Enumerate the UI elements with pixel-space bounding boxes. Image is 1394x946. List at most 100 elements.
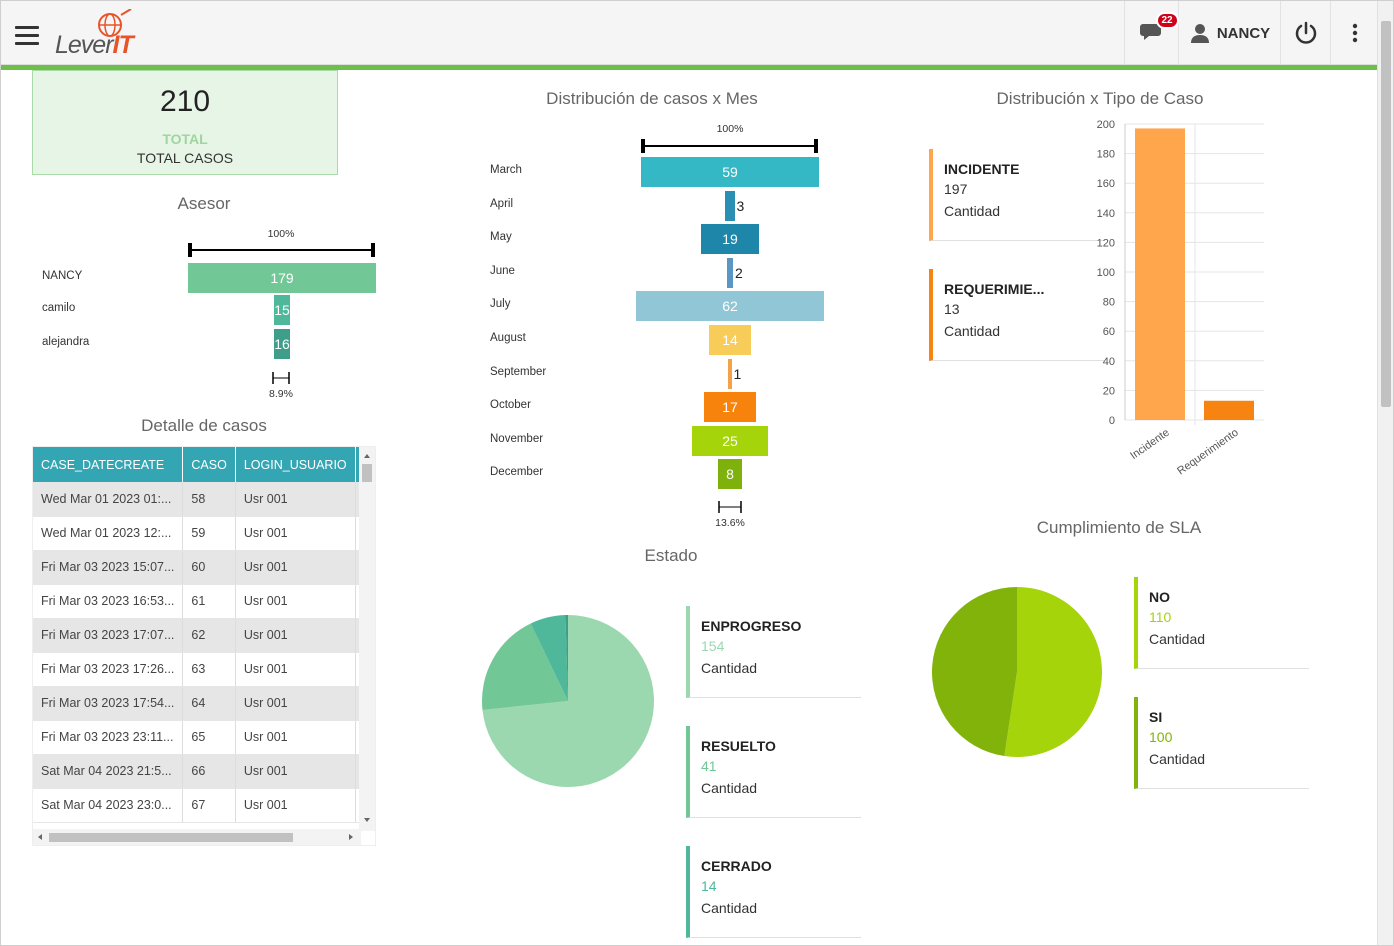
asesor-funnel-bar[interactable]: 179 — [188, 263, 376, 293]
mes-category-label: December — [490, 466, 544, 479]
kpi-value: 210 — [159, 85, 211, 118]
table-column-header[interactable]: CASE_DATECREATE — [33, 447, 184, 482]
legend-unit: Cantidad — [1149, 631, 1206, 647]
tipo-legend-item[interactable]: REQUERIMIE... 13 Cantidad — [929, 269, 1104, 361]
mes-funnel-bar[interactable]: 2 — [726, 257, 743, 288]
pie-slice-resuelto[interactable] — [482, 623, 568, 710]
asesor-bar-value: 179 — [270, 270, 294, 286]
hamburger-menu-icon[interactable] — [15, 26, 39, 46]
legend-value: 100 — [1149, 729, 1173, 745]
logout-button[interactable] — [1280, 1, 1330, 65]
mes-funnel-bar[interactable]: 3 — [725, 190, 744, 221]
kpi-label: TOTAL — [162, 131, 208, 147]
mes-category-label: June — [490, 264, 515, 277]
legend-name: SI — [1149, 709, 1163, 725]
pie-slice-enprogreso[interactable] — [482, 615, 654, 787]
legend-unit: Cantidad — [701, 660, 758, 676]
mes-funnel-bar[interactable]: 62 — [636, 291, 824, 322]
mes-funnel-bar[interactable]: 17 — [704, 392, 756, 423]
estado-legend-item[interactable]: CERRADO 14 Cantidad — [686, 846, 861, 938]
estado-title: Estado — [644, 546, 698, 565]
page-scrollbar[interactable] — [1377, 1, 1393, 945]
mes-category-label: May — [490, 231, 512, 244]
mes-bar-value: 14 — [722, 332, 738, 348]
mes-bar-value: 17 — [722, 399, 738, 416]
sla-pie-chart — [932, 587, 1102, 757]
legend-value: 13 — [944, 301, 960, 317]
mes-category-label: July — [490, 298, 511, 311]
table-cell: 58 — [182, 482, 236, 517]
pie-slice-si[interactable] — [932, 587, 1017, 757]
table-cell: Usr 001 — [235, 482, 356, 517]
mes-funnel-bar[interactable]: 8 — [717, 459, 743, 490]
mes-category-label: August — [490, 332, 526, 344]
top-bar: LeverIT 22 NANCY — [1, 1, 1378, 65]
mes-funnel-bar[interactable]: 19 — [701, 224, 759, 255]
mes-funnel-bar[interactable]: 59 — [640, 157, 820, 187]
table-cell: Usr 001 — [235, 550, 356, 585]
logo-accent: IT — [112, 31, 134, 59]
asesor-funnel-bar[interactable]: 16 — [273, 329, 291, 359]
tipo-legend-item[interactable]: INCIDENTE 197 Cantidad — [929, 149, 1104, 241]
mes-bottom-scale-label: 13.6% — [715, 517, 745, 529]
table-horizontal-scrollbar[interactable] — [33, 829, 361, 845]
asesor-funnel-bar[interactable]: 15 — [274, 295, 290, 325]
tipo-bar-incidente[interactable] — [1135, 128, 1185, 420]
y-tick-label: 100 — [1097, 267, 1115, 279]
asesor-top-scale-bracket — [188, 243, 375, 257]
table-column-header[interactable]: LOGIN_USUARIO — [235, 447, 356, 482]
y-tick-label: 140 — [1097, 208, 1115, 220]
tipo-bar-requerimiento[interactable] — [1204, 400, 1254, 420]
sla-legend-item[interactable]: SI 100 Cantidad — [1134, 697, 1309, 789]
asesor-top-scale-label: 100% — [267, 228, 295, 240]
mes-bar-value: 1 — [733, 365, 742, 382]
legend-name: REQUERIMIE... — [944, 281, 1045, 297]
user-menu[interactable]: NANCY — [1178, 1, 1280, 65]
pie-slice-cerrado[interactable] — [530, 615, 568, 701]
legend-value: 110 — [1149, 609, 1172, 625]
asesor-title: Asesor — [177, 194, 231, 213]
table-cell: Fri Mar 03 2023 15:07... — [33, 550, 184, 585]
sla-legend-item[interactable]: NO 110 Cantidad — [1134, 577, 1309, 669]
y-tick-label: 0 — [1109, 415, 1115, 427]
estado-legend-item[interactable]: RESUELTO 41 Cantidad — [686, 726, 861, 818]
pie-slice-otro[interactable] — [565, 615, 568, 701]
notifications-button[interactable]: 22 — [1124, 1, 1179, 65]
mes-category-label: April — [490, 197, 514, 210]
mes-funnel-bar[interactable]: 14 — [708, 325, 752, 355]
table-cell: Fri Mar 03 2023 16:53... — [33, 584, 184, 619]
mes-funnel-bar[interactable]: 25 — [692, 425, 768, 456]
legend-unit: Cantidad — [944, 323, 1001, 339]
table-cell: 66 — [182, 754, 236, 789]
pie-slice-no[interactable] — [1004, 587, 1102, 757]
table-vertical-scrollbar[interactable] — [359, 447, 375, 831]
more-options-button[interactable] — [1330, 1, 1378, 65]
table-column-header[interactable]: CASO — [182, 447, 236, 482]
page-scrollbar-thumb[interactable] — [1381, 21, 1391, 407]
mes-bottom-scale-bracket — [718, 501, 742, 513]
sla-title: Cumplimiento de SLA — [1036, 518, 1202, 537]
table-cell: 63 — [182, 652, 236, 687]
legend-name: CERRADO — [701, 858, 772, 874]
table-cell: 65 — [182, 720, 236, 755]
logo-text: Lever — [55, 31, 114, 59]
estado-legend-item[interactable]: ENPROGRESO 154 Cantidad — [686, 606, 861, 698]
table-cell: Usr 001 — [235, 720, 356, 755]
table-cell: Wed Mar 01 2023 12:... — [33, 516, 184, 551]
legend-name: INCIDENTE — [944, 161, 1020, 177]
legend-name: NO — [1149, 589, 1170, 605]
mes-funnel-bar[interactable]: 1 — [728, 358, 741, 389]
table-cell: Usr 001 — [235, 652, 356, 687]
asesor-category-label: alejandra — [42, 336, 90, 348]
